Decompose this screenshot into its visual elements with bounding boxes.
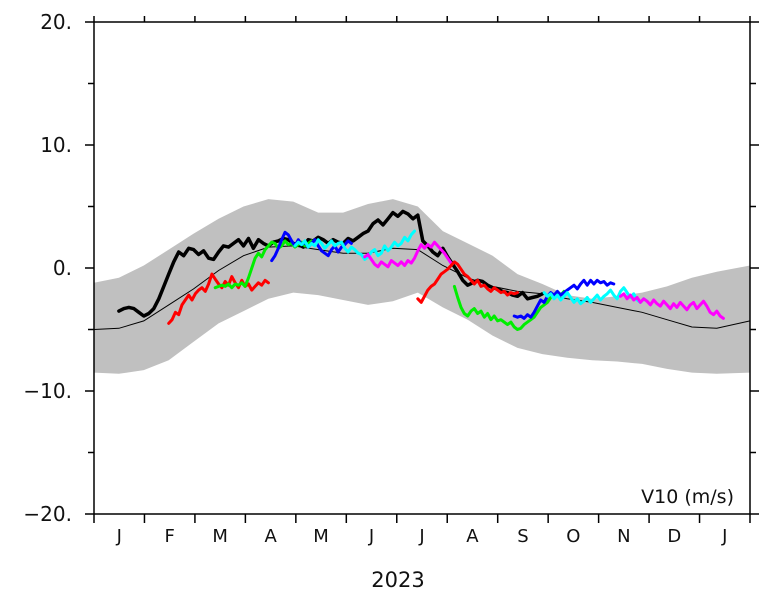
month-label: J <box>116 526 122 547</box>
month-label: J <box>418 526 424 547</box>
series-line-blue2 <box>512 278 616 320</box>
y-tick-label: −20. <box>23 502 72 526</box>
month-label: A <box>264 526 277 547</box>
month-label: A <box>466 526 479 547</box>
month-label: M <box>212 526 228 547</box>
y-tick-label: 20. <box>40 10 72 34</box>
month-label: D <box>667 526 681 547</box>
year-label: 2023 <box>371 568 424 592</box>
series-line-magenta2 <box>619 292 725 320</box>
variable-label: V10 (m/s) <box>641 486 734 508</box>
month-label: O <box>566 526 580 547</box>
series-line-red1 <box>167 272 270 325</box>
series-layer <box>117 209 725 331</box>
month-label: S <box>517 526 528 547</box>
month-label: N <box>617 526 630 547</box>
series-line-green2 <box>452 284 566 331</box>
month-label: J <box>368 526 374 547</box>
y-tick-label-layer: 20. 10. 0. −10. −20. <box>23 10 72 526</box>
series-line-cyan1 <box>293 229 416 261</box>
y-tick-label: −10. <box>23 379 72 403</box>
y-tick-label: 10. <box>40 133 72 157</box>
y-tick-label: 0. <box>53 256 72 280</box>
month-label: F <box>165 526 175 547</box>
series-line-magenta1 <box>363 240 453 269</box>
month-label: J <box>721 526 727 547</box>
axis-layer <box>85 16 759 523</box>
month-label: M <box>313 526 329 547</box>
series-line-red2 <box>416 260 519 304</box>
